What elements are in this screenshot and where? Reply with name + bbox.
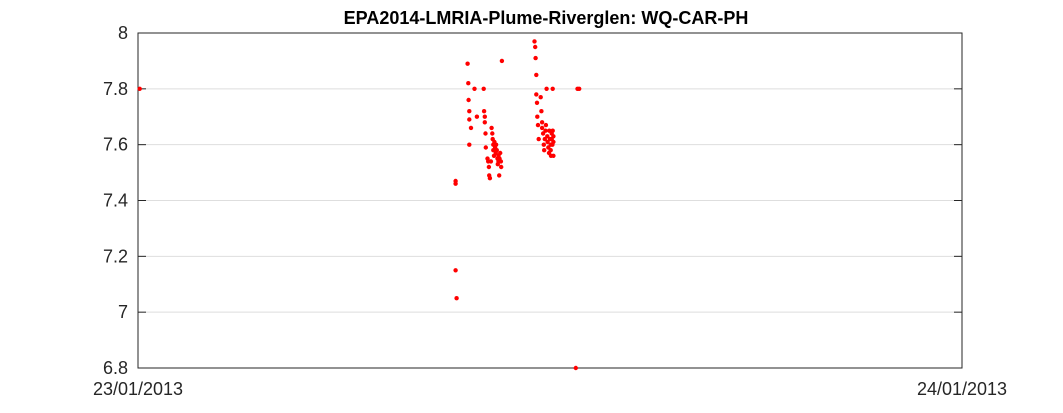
data-point bbox=[497, 173, 502, 178]
y-tick-label: 7.6 bbox=[103, 135, 128, 155]
data-point bbox=[543, 122, 549, 128]
data-point bbox=[545, 134, 550, 139]
x-tick-label: 24/01/2013 bbox=[917, 379, 1007, 399]
data-point bbox=[544, 86, 549, 92]
data-point bbox=[551, 139, 556, 145]
data-point bbox=[137, 86, 142, 92]
data-point bbox=[534, 72, 539, 78]
x-tick-label: 23/01/2013 bbox=[93, 379, 183, 399]
y-tick-label: 7 bbox=[118, 302, 128, 322]
y-tick-label: 7.2 bbox=[103, 246, 128, 266]
data-point bbox=[550, 86, 555, 92]
data-point bbox=[539, 120, 545, 125]
data-point bbox=[543, 128, 548, 133]
data-point bbox=[467, 109, 472, 114]
data-point bbox=[466, 81, 471, 86]
data-point bbox=[489, 125, 494, 131]
data-point bbox=[465, 61, 470, 66]
data-point bbox=[542, 136, 547, 142]
data-point bbox=[551, 134, 556, 139]
data-point bbox=[474, 114, 480, 119]
data-point bbox=[573, 365, 578, 371]
data-point bbox=[486, 164, 492, 170]
data-point bbox=[498, 150, 503, 156]
data-point bbox=[535, 122, 541, 128]
data-point bbox=[542, 148, 547, 153]
y-tick-label: 7.4 bbox=[103, 191, 128, 211]
data-point bbox=[481, 109, 487, 114]
data-point bbox=[472, 86, 477, 92]
data-point bbox=[494, 148, 499, 153]
data-point bbox=[499, 58, 505, 64]
data-point bbox=[490, 131, 495, 136]
data-point bbox=[483, 131, 488, 136]
data-point bbox=[577, 86, 582, 92]
data-point bbox=[541, 142, 546, 147]
data-point bbox=[532, 39, 537, 44]
y-tick-label: 8 bbox=[118, 23, 128, 43]
data-point bbox=[481, 86, 486, 92]
data-point bbox=[539, 109, 544, 114]
grid-lines bbox=[138, 88, 962, 313]
data-point bbox=[538, 95, 543, 100]
data-point bbox=[467, 117, 472, 122]
data-point bbox=[534, 100, 540, 106]
data-point bbox=[498, 159, 504, 164]
data-point bbox=[466, 97, 471, 103]
data-point bbox=[483, 145, 488, 150]
data-point bbox=[468, 125, 474, 131]
data-point bbox=[482, 120, 487, 125]
chart-title: EPA2014-LMRIA-Plume-Riverglen: WQ-CAR-PH bbox=[344, 8, 749, 28]
data-point bbox=[453, 268, 458, 273]
data-point bbox=[467, 142, 472, 147]
data-point bbox=[548, 148, 553, 153]
data-point bbox=[454, 296, 459, 301]
data-point bbox=[488, 159, 494, 164]
y-tick-label: 7.8 bbox=[103, 79, 128, 99]
data-point bbox=[453, 181, 458, 186]
axis-ticks: 6.8 7 7.2 7.4 7.6 7.8 8 23/01/2013 24/01/2013 bbox=[93, 23, 1007, 399]
y-tick-label: 6.8 bbox=[103, 358, 128, 378]
data-point bbox=[534, 92, 539, 97]
data-point bbox=[551, 153, 556, 158]
data-point bbox=[539, 125, 545, 131]
data-point bbox=[533, 44, 538, 50]
data-point bbox=[487, 176, 493, 181]
data-points bbox=[137, 39, 582, 371]
data-point bbox=[535, 114, 540, 119]
data-point bbox=[533, 55, 538, 61]
data-point bbox=[493, 142, 499, 147]
data-point bbox=[499, 164, 504, 170]
data-point bbox=[482, 114, 487, 119]
data-point bbox=[550, 128, 555, 133]
data-point bbox=[536, 136, 541, 142]
